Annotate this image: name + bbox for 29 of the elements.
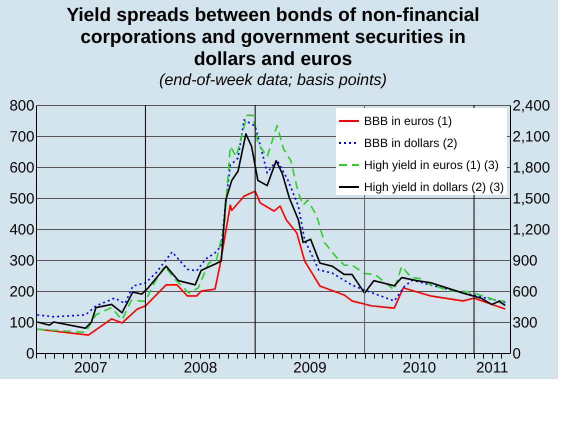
legend-label: BBB in euros (1) (364, 114, 452, 128)
x-tick-label: 2009 (293, 360, 327, 376)
y2-tick-label: 600 (512, 284, 538, 300)
chart-title: Yield spreads between bonds of non-financial corporations and government securities in dollars and euros (66, 5, 480, 70)
x-tick-label: 2011 (476, 360, 508, 376)
y-tick-label: 400 (9, 222, 34, 238)
x-tick-label: 2007 (74, 360, 108, 376)
legend-label: BBB in dollars (2) (364, 136, 458, 150)
y-tick-label: 300 (9, 252, 34, 270)
y2-tick-label: 2,100 (512, 128, 550, 146)
legend-label: High yield in euros (1) (3) (364, 158, 499, 172)
y2-tick-label: 0 (512, 346, 521, 362)
y-tick-label: 600 (9, 160, 34, 176)
y-tick-label: 700 (9, 128, 34, 146)
legend-label: High yield in dollars (2) (3) (364, 180, 504, 194)
y2-tick-label: 300 (512, 314, 538, 332)
y-tick-label: 0 (26, 346, 34, 362)
x-tick-label: 2008 (184, 360, 218, 376)
y-tick-label: 500 (9, 190, 34, 208)
chart-subtitle: (end-of-week data; basis points) (159, 72, 387, 89)
y2-tick-label: 2,400 (512, 98, 550, 114)
y2-tick-label: 1,200 (512, 222, 550, 238)
y2-tick-label: 1,500 (512, 190, 550, 208)
y2-tick-label: 1,800 (512, 160, 550, 176)
y-tick-label: 800 (9, 98, 34, 114)
x-tick-label: 2010 (402, 360, 436, 376)
y2-tick-label: 900 (512, 252, 538, 270)
y-tick-label: 200 (9, 284, 34, 300)
y-tick-label: 100 (9, 314, 34, 332)
